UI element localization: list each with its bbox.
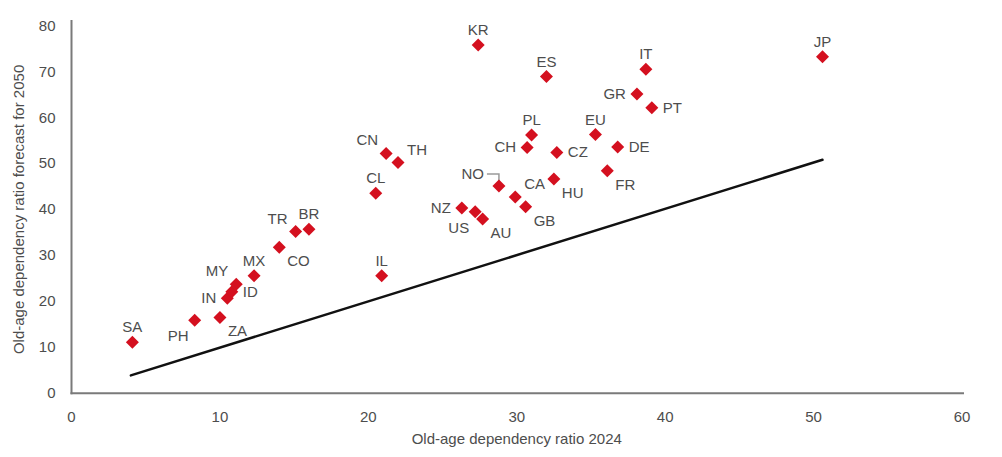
data-point-nz (455, 202, 468, 215)
y-tick-label: 10 (39, 338, 56, 355)
data-point-label-tr: TR (268, 210, 288, 227)
data-point-label-eu: EU (585, 111, 606, 128)
data-point-label-pt: PT (663, 99, 682, 116)
data-point-label-pl: PL (522, 111, 540, 128)
data-point-label-id: ID (243, 283, 258, 300)
data-point-hu (547, 173, 560, 186)
data-point-za (213, 311, 226, 324)
data-point-label-in: IN (201, 289, 216, 306)
x-tick-label: 50 (805, 408, 822, 425)
data-point-it (639, 63, 652, 76)
y-tick-label: 80 (39, 17, 56, 34)
data-point-no (492, 180, 505, 193)
data-point-tr (289, 225, 302, 238)
y-axis-title: Old-age dependency ratio forecast for 20… (10, 65, 27, 354)
label-connector-no (487, 174, 499, 181)
data-point-de (611, 140, 624, 153)
data-point-label-mx: MX (243, 252, 266, 269)
x-tick-label: 0 (67, 408, 75, 425)
data-point-label-it: IT (639, 45, 652, 62)
x-tick-label: 20 (360, 408, 377, 425)
data-point-label-de: DE (629, 138, 650, 155)
data-point-gr (630, 88, 643, 101)
data-point-ch (521, 141, 534, 154)
x-tick-label: 40 (657, 408, 674, 425)
data-point-label-gb: GB (534, 212, 556, 229)
data-point-pt (645, 101, 658, 114)
parity-line (131, 160, 823, 376)
data-point-label-br: BR (299, 205, 320, 222)
y-tick-label: 70 (39, 63, 56, 80)
data-point-label-es: ES (536, 53, 556, 70)
data-point-label-jp: JP (814, 33, 832, 50)
data-point-label-cz: CZ (568, 143, 588, 160)
data-point-label-cn: CN (356, 131, 378, 148)
x-tick-label: 30 (508, 408, 525, 425)
data-point-label-sa: SA (122, 318, 142, 335)
y-tick-label: 0 (47, 384, 55, 401)
data-point-label-us: US (448, 219, 469, 236)
scatter-chart: 0 10 20 30 40 50 60 0 10 20 30 40 50 60 70 80 Old-age de… (0, 0, 1002, 457)
data-point-es (540, 70, 553, 83)
data-point-cl (369, 187, 382, 200)
x-tick-label: 60 (954, 408, 971, 425)
data-point-cz (550, 146, 563, 159)
data-point-label-hu: HU (562, 184, 584, 201)
data-point-cn (380, 147, 393, 160)
x-tick-label: 10 (212, 408, 229, 425)
data-point-fr (601, 164, 614, 177)
data-point-label-cl: CL (366, 169, 385, 186)
data-point-label-ch: CH (494, 138, 516, 155)
y-tick-label: 40 (39, 200, 56, 217)
y-tick-label: 50 (39, 154, 56, 171)
data-point-label-il: IL (375, 252, 388, 269)
data-point-ca (509, 191, 522, 204)
data-point-label-co: CO (287, 252, 310, 269)
data-point-label-au: AU (491, 224, 512, 241)
x-axis-title: Old-age dependency ratio 2024 (412, 430, 622, 447)
data-point-label-gr: GR (603, 85, 626, 102)
data-point-co (273, 241, 286, 254)
data-point-label-my: MY (206, 262, 229, 279)
data-point-label-fr: FR (615, 176, 635, 193)
data-point-ph (188, 314, 201, 327)
data-point-label-ph: PH (168, 327, 189, 344)
data-point-pl (525, 128, 538, 141)
y-tick-label: 60 (39, 109, 56, 126)
data-point-eu (589, 128, 602, 141)
data-point-sa (126, 336, 139, 349)
data-point-label-nz: NZ (431, 199, 451, 216)
data-point-label-no: NO (461, 165, 484, 182)
data-point-gb (519, 200, 532, 213)
data-point-label-ca: CA (524, 175, 545, 192)
data-point-label-kr: KR (468, 21, 489, 38)
y-tick-label: 20 (39, 292, 56, 309)
data-point-th (392, 156, 405, 169)
chart-canvas: 0 10 20 30 40 50 60 0 10 20 30 40 50 60 70 80 Old-age de… (0, 0, 1002, 457)
data-point-label-th: TH (407, 141, 427, 158)
data-point-mx (248, 269, 261, 282)
data-point-label-za: ZA (228, 322, 247, 339)
data-point-br (302, 223, 315, 236)
data-point-kr (472, 38, 485, 51)
y-tick-label: 30 (39, 246, 56, 263)
data-point-il (375, 269, 388, 282)
data-point-jp (816, 50, 829, 63)
